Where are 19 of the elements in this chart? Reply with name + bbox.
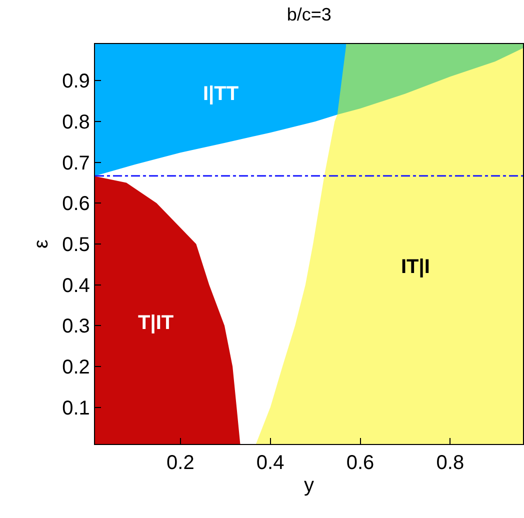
series-label: T|IT — [138, 312, 174, 334]
y-tick-label: 0.9 — [62, 70, 90, 93]
y-tick-label: 0.1 — [62, 397, 90, 420]
x-tick-label: 0.4 — [256, 452, 284, 474]
y-axis-title: ε — [30, 239, 53, 248]
y-tick-label: 0.5 — [62, 234, 90, 256]
x-tick-label: 0.6 — [346, 452, 374, 474]
x-tick-label: 0.8 — [436, 452, 464, 474]
y-tick-label: 0.4 — [62, 274, 90, 297]
y-tick-label: 0.3 — [62, 316, 90, 338]
y-tick-label: 0.2 — [62, 356, 90, 378]
x-axis-title: y — [304, 474, 314, 497]
x-tick-label: 0.2 — [166, 452, 194, 474]
y-tick-label: 0.7 — [62, 152, 90, 174]
y-tick-label: 0.6 — [62, 193, 90, 216]
chart-title: b/c=3 — [286, 4, 332, 24]
series-label: IT|I — [401, 256, 430, 278]
series-label: I|TT — [203, 83, 239, 105]
y-tick-label: 0.8 — [62, 112, 90, 134]
